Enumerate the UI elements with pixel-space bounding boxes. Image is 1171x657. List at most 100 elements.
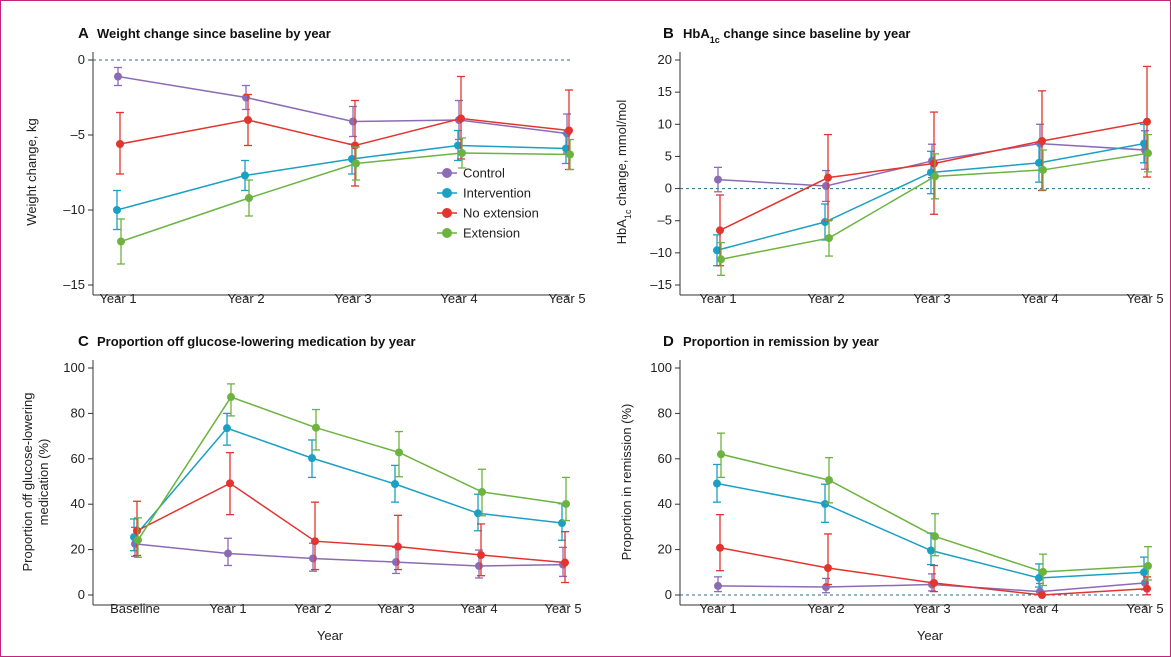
data-point bbox=[245, 194, 253, 202]
y-tick-label: 15 bbox=[658, 84, 672, 99]
data-point bbox=[561, 558, 569, 567]
data-point bbox=[311, 537, 319, 546]
label-part: change, mmol/mol bbox=[614, 100, 629, 210]
panel-a: A Weight change since baseline by year 0 –5… bbox=[24, 25, 586, 306]
x-tick-label: Year 2 bbox=[227, 291, 264, 306]
panel-b: B HbA1c change since baseline by year 20 15… bbox=[614, 25, 1164, 306]
panel-title: HbA1c change since baseline by year bbox=[683, 26, 911, 45]
data-point bbox=[821, 499, 829, 508]
x-tick-label: Year 5 bbox=[544, 601, 581, 616]
series-extension bbox=[117, 137, 574, 265]
data-point bbox=[565, 126, 573, 135]
series-intervention bbox=[130, 412, 566, 552]
data-point bbox=[133, 526, 141, 535]
series-line bbox=[134, 543, 564, 567]
series-no-extension bbox=[133, 452, 569, 584]
x-tick-label: Year 3 bbox=[913, 601, 950, 616]
series-intervention bbox=[713, 123, 1148, 267]
x-tick-label: Year 4 bbox=[1021, 291, 1058, 306]
data-point bbox=[1143, 117, 1151, 126]
data-point bbox=[562, 144, 570, 153]
title-subscript: 1c bbox=[710, 35, 720, 45]
legend: Control Intervention No extension Extension bbox=[437, 166, 539, 241]
legend-swatch-dot bbox=[442, 168, 452, 178]
y-tick-label: 60 bbox=[71, 451, 85, 466]
data-point bbox=[351, 141, 359, 150]
data-point bbox=[717, 450, 725, 459]
data-point bbox=[1143, 584, 1151, 593]
data-point bbox=[395, 448, 403, 457]
series-line bbox=[136, 482, 566, 564]
data-point bbox=[223, 424, 231, 433]
data-point bbox=[134, 536, 142, 545]
data-point bbox=[825, 476, 833, 485]
data-point bbox=[475, 561, 483, 570]
y-tick-label: 20 bbox=[658, 52, 672, 67]
y-tick-label: 0 bbox=[78, 587, 85, 602]
y-tick-label: –10 bbox=[63, 202, 85, 217]
data-point bbox=[1039, 165, 1047, 174]
series-line bbox=[119, 117, 570, 147]
data-point bbox=[349, 117, 357, 126]
data-point bbox=[931, 172, 939, 181]
x-tick-label: Year 2 bbox=[807, 601, 844, 616]
data-point bbox=[822, 182, 830, 190]
data-point bbox=[227, 393, 235, 402]
panel-letter: D bbox=[663, 333, 674, 350]
title-part: change since baseline by year bbox=[720, 26, 911, 41]
y-tick-label: 40 bbox=[71, 496, 85, 511]
data-point bbox=[392, 558, 400, 567]
legend-label: Extension bbox=[463, 226, 520, 241]
y-axis-label-line: Proportion off glucose-lowering bbox=[20, 393, 35, 572]
y-axis-label: Proportion in remission (%) bbox=[619, 404, 634, 561]
data-point bbox=[930, 159, 938, 168]
data-point bbox=[716, 226, 724, 235]
data-point bbox=[714, 175, 722, 184]
data-point bbox=[394, 542, 402, 551]
series-control bbox=[114, 66, 571, 154]
data-point bbox=[717, 255, 725, 264]
data-point bbox=[454, 141, 462, 150]
panel-title: Weight change since baseline by year bbox=[97, 26, 331, 41]
x-tick-label: Year 3 bbox=[377, 601, 414, 616]
panel-letter: C bbox=[78, 333, 89, 350]
x-tick-label: Baseline bbox=[110, 601, 160, 616]
data-point bbox=[824, 173, 832, 182]
x-tick-label: Year 1 bbox=[699, 601, 736, 616]
x-tick-label: Year 2 bbox=[807, 291, 844, 306]
y-tick-label: 20 bbox=[71, 542, 85, 557]
data-point bbox=[716, 543, 724, 552]
data-point bbox=[1039, 567, 1047, 576]
data-point bbox=[825, 234, 833, 243]
x-tick-label: Year 5 bbox=[1126, 601, 1163, 616]
y-axis-label: HbA1c change, mmol/mol bbox=[614, 100, 633, 245]
data-point bbox=[562, 499, 570, 508]
y-tick-label: –5 bbox=[658, 213, 672, 228]
series-no-extension bbox=[716, 65, 1151, 267]
y-tick-label: –10 bbox=[650, 245, 672, 260]
title-part: HbA bbox=[683, 26, 710, 41]
legend-label: Control bbox=[463, 166, 505, 181]
x-tick-label: Year 1 bbox=[209, 601, 246, 616]
data-point bbox=[391, 479, 399, 488]
data-point bbox=[478, 487, 486, 496]
series-extension bbox=[717, 133, 1152, 277]
panel-letter: B bbox=[663, 25, 674, 42]
data-point bbox=[713, 246, 721, 255]
data-point bbox=[1140, 139, 1148, 148]
x-tick-label: Year 5 bbox=[1126, 291, 1163, 306]
x-tick-label: Year 4 bbox=[460, 601, 497, 616]
legend-swatch-dot bbox=[442, 188, 452, 198]
panel-title: Proportion off glucose-lowering medicati… bbox=[97, 334, 416, 349]
data-point bbox=[477, 551, 485, 560]
data-point bbox=[1038, 137, 1046, 145]
x-axis-label: Year bbox=[317, 628, 344, 643]
data-point bbox=[930, 578, 938, 587]
data-point bbox=[713, 479, 721, 488]
series-extension bbox=[134, 383, 570, 558]
legend-label: Intervention bbox=[463, 186, 531, 201]
data-point bbox=[458, 149, 466, 157]
data-point bbox=[352, 159, 360, 168]
data-point bbox=[244, 116, 252, 124]
data-point bbox=[114, 72, 122, 81]
